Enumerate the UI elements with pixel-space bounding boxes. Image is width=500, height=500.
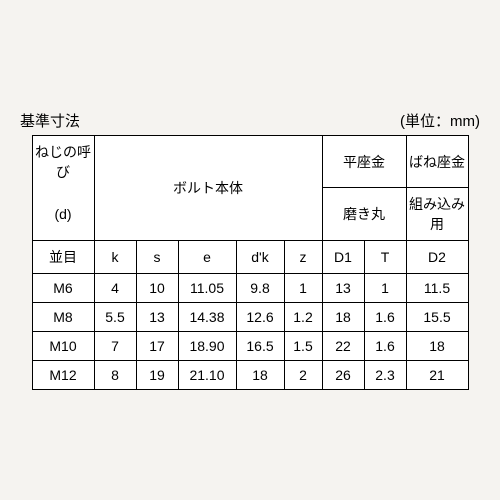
- cell-k: 4: [94, 274, 136, 303]
- cell-dk: 16.5: [236, 332, 284, 361]
- cell-T: 1: [364, 274, 406, 303]
- cell-s: 10: [136, 274, 178, 303]
- cell-T: 1.6: [364, 303, 406, 332]
- h-T: T: [364, 241, 406, 274]
- cell-z: 1.5: [284, 332, 322, 361]
- cell-k: 7: [94, 332, 136, 361]
- cell-k: 8: [94, 361, 136, 390]
- h-k: k: [94, 241, 136, 274]
- thead: ねじの呼び ボルト本体 平座金 ばね座金 (d) 磨き丸 組み込み用 並目 k …: [32, 135, 468, 274]
- h-s: s: [136, 241, 178, 274]
- cell-z: 1: [284, 274, 322, 303]
- cell-name: M12: [32, 361, 94, 390]
- cell-D2: 11.5: [406, 274, 468, 303]
- h-polished-round: 磨き丸: [322, 188, 406, 241]
- cell-dk: 9.8: [236, 274, 284, 303]
- h-spring-washer: ばね座金: [406, 135, 468, 188]
- cell-e: 11.05: [178, 274, 236, 303]
- cell-e: 21.10: [178, 361, 236, 390]
- h-D1: D1: [322, 241, 364, 274]
- h-bolt-body: ボルト本体: [94, 135, 322, 241]
- table-row: M8 5.5 13 14.38 12.6 1.2 18 1.6 15.5: [32, 303, 468, 332]
- cell-D1: 22: [322, 332, 364, 361]
- table-row: M12 8 19 21.10 18 2 26 2.3 21: [32, 361, 468, 390]
- page: 基準寸法 (単位：mm) ねじの呼び ボルト本体 平座金 ばね座金 (d) 磨き…: [0, 0, 500, 500]
- table-row: M6 4 10 11.05 9.8 1 13 1 11.5: [32, 274, 468, 303]
- cell-D1: 13: [322, 274, 364, 303]
- cell-T: 1.6: [364, 332, 406, 361]
- cell-s: 19: [136, 361, 178, 390]
- cell-s: 13: [136, 303, 178, 332]
- h-built-in: 組み込み用: [406, 188, 468, 241]
- h-z: z: [284, 241, 322, 274]
- h-flat-washer: 平座金: [322, 135, 406, 188]
- unit-label: (単位：mm): [400, 110, 480, 131]
- header-row-3: 並目 k s e d'k z D1 T D2: [32, 241, 468, 274]
- cell-z: 2: [284, 361, 322, 390]
- cell-name: M6: [32, 274, 94, 303]
- table-title: 基準寸法: [20, 110, 80, 131]
- spec-table: ねじの呼び ボルト本体 平座金 ばね座金 (d) 磨き丸 組み込み用 並目 k …: [32, 135, 469, 391]
- cell-name: M10: [32, 332, 94, 361]
- cell-D1: 18: [322, 303, 364, 332]
- h-nominal-top: ねじの呼び: [32, 135, 94, 188]
- h-nominal-bottom: (d): [32, 188, 94, 241]
- cell-e: 14.38: [178, 303, 236, 332]
- h-e: e: [178, 241, 236, 274]
- cell-name: M8: [32, 303, 94, 332]
- h-D2: D2: [406, 241, 468, 274]
- header-row-1: ねじの呼び ボルト本体 平座金 ばね座金: [32, 135, 468, 188]
- cell-D2: 18: [406, 332, 468, 361]
- tbody: M6 4 10 11.05 9.8 1 13 1 11.5 M8 5.5 13 …: [32, 274, 468, 390]
- cell-D2: 21: [406, 361, 468, 390]
- cell-D1: 26: [322, 361, 364, 390]
- h-coarse: 並目: [32, 241, 94, 274]
- cell-z: 1.2: [284, 303, 322, 332]
- cell-s: 17: [136, 332, 178, 361]
- cell-dk: 18: [236, 361, 284, 390]
- header-row: 基準寸法 (単位：mm): [0, 110, 500, 135]
- cell-T: 2.3: [364, 361, 406, 390]
- h-dk: d'k: [236, 241, 284, 274]
- cell-D2: 15.5: [406, 303, 468, 332]
- table-row: M10 7 17 18.90 16.5 1.5 22 1.6 18: [32, 332, 468, 361]
- cell-k: 5.5: [94, 303, 136, 332]
- cell-dk: 12.6: [236, 303, 284, 332]
- cell-e: 18.90: [178, 332, 236, 361]
